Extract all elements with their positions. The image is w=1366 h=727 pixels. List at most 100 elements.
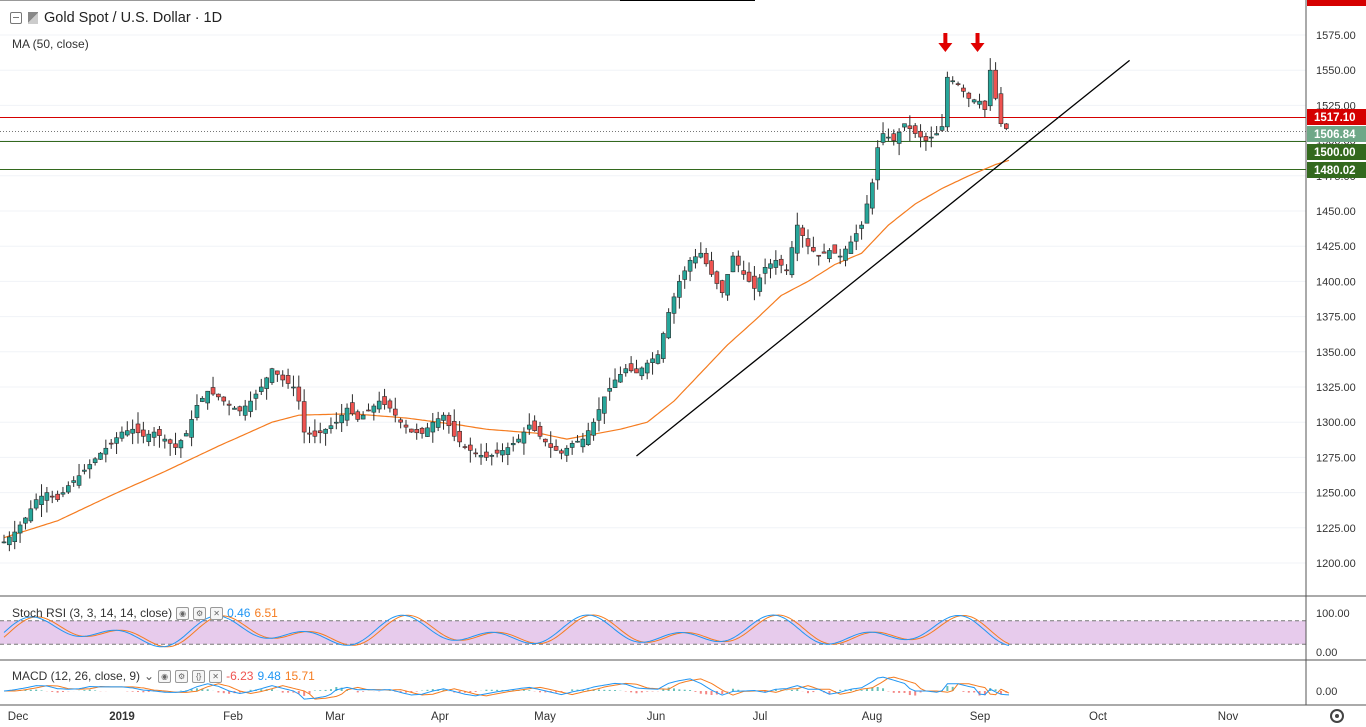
macd-hist-bar [882,688,885,691]
macd-pane[interactable]: 0.00 [3,676,1337,700]
y-tick-label: 1200.00 [1316,558,1356,570]
y-tick-label: 1375.00 [1316,312,1356,324]
horizontal-levels[interactable] [0,117,1306,170]
macd-hist-bar [147,691,150,692]
macd-hist-bar [340,687,343,691]
candle-body [505,447,511,455]
source-icon[interactable]: {} [192,669,206,683]
settings-icon[interactable]: ⚙ [175,669,189,683]
settings-icon[interactable]: ⚙ [193,606,207,620]
candle-body [934,133,939,136]
price-labels: 1517.10 1506.84 1500.00 1480.02 [1307,0,1366,178]
candle-body [1,541,7,544]
candle-body [441,414,446,421]
macd-hist-bar [790,689,793,691]
x-tick-label: May [534,711,556,723]
y-tick-label: 1550.00 [1316,65,1356,77]
candle-body [768,263,773,269]
candle-body [821,251,827,254]
macd-hist-bar [238,691,241,693]
macd-hist-bar [137,691,139,692]
candle-body [173,443,178,448]
candle-body [425,427,430,437]
macd-hist-bar [871,687,874,691]
macd-hist-bar [839,689,842,691]
candle-body [580,438,586,448]
candle-body [409,428,414,433]
x-tick-label: Jun [647,711,666,723]
candle-body [928,136,934,139]
macd-hist-bar [528,690,531,691]
macd-hist-bar [807,691,809,694]
gear-icon[interactable] [1330,709,1344,723]
macd-hist-bar [603,689,606,691]
macd-hist-bar [892,691,895,693]
candle-body [639,367,645,377]
candle-body [205,390,210,404]
candle-body [76,475,82,486]
candle-body [907,125,913,129]
macd-hist-bar [131,691,134,692]
candle-body [183,433,189,437]
macd-hist-bar [329,689,332,691]
stoch-legend[interactable]: Stoch RSI (3, 3, 14, 14, close) ◉ ⚙ ✕ 0.… [12,606,278,620]
collapse-icon[interactable] [10,12,22,24]
symbol-legend[interactable]: Gold Spot / U.S. Dollar · 1D [10,10,222,26]
candle-body [864,203,870,224]
stoch-rsi-pane[interactable]: 100.00 0.00 [0,608,1350,659]
candle-body [419,427,425,434]
macd-hist-bar [490,689,493,691]
stoch-legend-title: Stoch RSI (3, 3, 14, 14, close) [12,606,173,620]
candle-body [124,430,130,436]
macd-legend[interactable]: MACD (12, 26, close, 9) ⌄ ◉ ⚙ {} ✕ -6.23… [12,669,315,683]
macd-hist-bar [501,689,504,691]
macd-hist-bar [860,690,863,691]
close-icon[interactable]: ✕ [210,606,224,620]
macd-hist-bar [249,689,252,691]
candle-body [280,374,286,381]
macd-hist-bar [828,691,831,695]
macd-hist-bar [699,691,702,694]
macd-hist-bar [356,691,359,693]
candle-body [328,425,334,429]
candle-body [301,401,307,433]
candle-body [521,431,527,444]
chevron-down-icon[interactable]: ⌄ [144,669,155,683]
macd-hist-bar [83,690,86,691]
y-tick-label: 1450.00 [1316,206,1356,218]
candle-body [752,275,757,289]
candle-body [103,447,109,455]
candle-body [526,424,532,430]
candle-body [569,443,575,448]
ma-legend[interactable]: MA (50, close) [12,37,89,51]
candle-body [703,252,709,265]
candle-body [157,429,162,436]
candle-body [232,407,237,410]
candle-body [816,254,822,257]
macd-hist-bar [410,691,413,693]
candle-body [762,267,768,274]
candle-body [634,368,639,374]
eye-icon[interactable]: ◉ [158,669,172,683]
candle-body [473,452,478,455]
macd-hist-bar [705,691,708,695]
arrow-annotations[interactable] [938,33,985,52]
macd-hist-bar [951,686,954,691]
stoch-tick-label: 0.00 [1316,647,1337,659]
macd-hist-bar [415,691,418,692]
candle-body [730,255,736,273]
candle-body [746,271,752,282]
macd-hist-bar [876,687,879,691]
eye-icon[interactable]: ◉ [176,606,190,620]
candle-body [392,408,398,416]
candle-body [71,480,76,483]
trendline[interactable] [636,59,1131,457]
macd-hist-bar [35,689,38,691]
candles[interactable] [1,58,1009,552]
macd-hist-bar [721,691,724,695]
macd-hist-bar [646,691,649,692]
close-icon[interactable]: ✕ [209,669,223,683]
candle-body [977,100,982,105]
macd-hist-bar [474,691,477,692]
